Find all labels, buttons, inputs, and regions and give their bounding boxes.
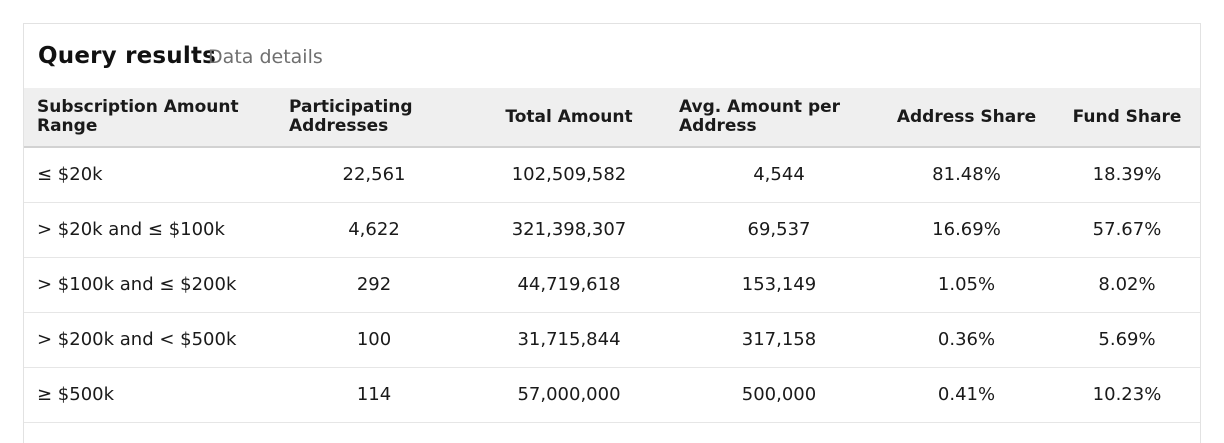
cell-participating-addresses: 114	[356, 384, 392, 405]
panel-header: Query results Data details	[24, 24, 1200, 88]
query-results-panel: Query results Data details Subscription …	[23, 23, 1201, 443]
cell-address-share: 0.41%	[937, 384, 996, 405]
cell-total-amount: 31,715,844	[517, 329, 621, 350]
cell-subscription-amount-range: ≥ $500k	[37, 384, 115, 405]
column-header-participating-addresses[interactable]: Participating Addresses	[289, 88, 459, 147]
panel-title: Query results	[38, 43, 217, 69]
table-row: ≤ $20k 22,561 102,509,582 4,544 81.48% 1…	[24, 147, 1200, 202]
cell-fund-share: 18.39%	[1092, 164, 1162, 186]
column-header-total-amount[interactable]: Total Amount	[505, 106, 633, 127]
cell-participating-addresses: 4,622	[348, 219, 400, 240]
column-header-address-share[interactable]: Address Share	[896, 106, 1037, 127]
column-header-avg-amount-per-address[interactable]: Avg. Amount per Address	[679, 88, 879, 147]
column-header-fund-share[interactable]: Fund Share	[1072, 106, 1182, 127]
cell-avg-amount-per-address: 69,537	[747, 219, 811, 240]
column-header-label: Avg. Amount per Address	[679, 97, 841, 136]
cell-subscription-amount-range: > $100k and ≤ $200k	[37, 274, 237, 295]
cell-total-amount: 321,398,307	[511, 219, 627, 240]
cell-participating-addresses: 292	[356, 274, 392, 295]
table-row: ≥ $500k 114 57,000,000 500,000 0.41% 10.…	[24, 367, 1200, 422]
cell-total-amount: 102,509,582	[511, 164, 627, 186]
cell-address-share: 81.48%	[932, 164, 1001, 186]
cell-subscription-amount-range: ≤ $20k	[37, 164, 103, 186]
cell-fund-share: 8.02%	[1098, 274, 1156, 295]
cell-participating-addresses: 22,561	[342, 164, 406, 186]
cell-total-amount: 44,719,618	[517, 274, 621, 295]
cell-address-share: 1.05%	[937, 274, 996, 295]
cell-avg-amount-per-address: 500,000	[741, 384, 817, 405]
results-table: Subscription Amount Range Participating …	[24, 88, 1200, 423]
table-header-row: Subscription Amount Range Participating …	[24, 88, 1200, 147]
table-row: > $200k and < $500k 100 31,715,844 317,1…	[24, 312, 1200, 367]
table-row: > $20k and ≤ $100k 4,622 321,398,307 69,…	[24, 202, 1200, 257]
cell-subscription-amount-range: > $200k and < $500k	[37, 329, 237, 350]
cell-participating-addresses: 100	[356, 329, 392, 350]
cell-fund-share: 57.67%	[1092, 219, 1162, 240]
cell-fund-share: 5.69%	[1098, 329, 1156, 350]
column-header-label: Participating Addresses	[289, 97, 413, 136]
cell-address-share: 16.69%	[932, 219, 1001, 240]
table-row: > $100k and ≤ $200k 292 44,719,618 153,1…	[24, 257, 1200, 312]
cell-fund-share: 10.23%	[1092, 384, 1162, 405]
cell-avg-amount-per-address: 153,149	[741, 274, 817, 295]
column-header-subscription-amount-range[interactable]: Subscription Amount Range	[37, 97, 239, 136]
cell-avg-amount-per-address: 4,544	[753, 164, 805, 186]
cell-total-amount: 57,000,000	[517, 384, 621, 405]
cell-address-share: 0.36%	[937, 329, 996, 350]
cell-avg-amount-per-address: 317,158	[741, 329, 817, 350]
cell-subscription-amount-range: > $20k and ≤ $100k	[37, 219, 225, 240]
panel-subtitle: Data details	[208, 46, 323, 68]
